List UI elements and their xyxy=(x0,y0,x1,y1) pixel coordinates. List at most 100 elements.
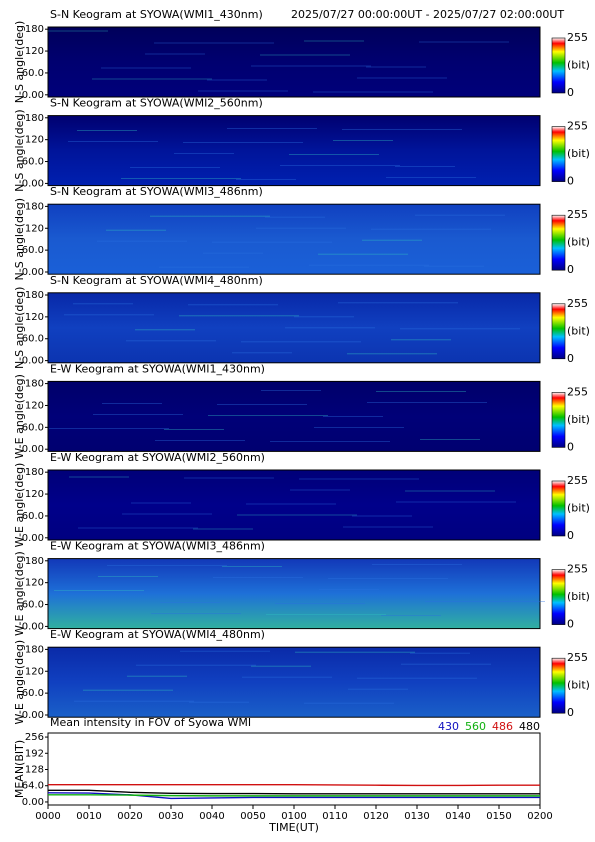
colorbar xyxy=(551,657,566,714)
colorbar-unit: (bit) xyxy=(567,413,590,426)
y-tick-label: 180 xyxy=(25,644,44,655)
y-tick-label: 180 xyxy=(25,201,44,212)
y-tick-label: 60.0 xyxy=(22,157,44,168)
x-axis-label: TIME(UT) xyxy=(268,821,319,834)
colorbar xyxy=(551,303,566,360)
colorbar-unit: (bit) xyxy=(567,590,590,603)
colorbar xyxy=(551,126,566,182)
x-tick-label: 0020 xyxy=(117,811,142,822)
y-axis-label: N-S angle(deg) xyxy=(13,287,26,370)
y-axis-label: N-S angle(deg) xyxy=(13,21,26,104)
colorbar-tick-label: 255 xyxy=(567,563,588,576)
y-axis-label: N-S angle(deg) xyxy=(13,109,26,192)
y-tick-label: 192 xyxy=(25,748,44,759)
colorbar-tick-label: 255 xyxy=(567,208,588,221)
colorbar-unit: (bit) xyxy=(567,502,590,515)
y-tick-label: 60.0 xyxy=(22,688,44,699)
panel-title: S-N Keogram at SYOWA(WMI3_486nm) xyxy=(50,185,263,198)
x-tick-label: 0050 xyxy=(240,811,265,822)
y-tick-label: 120 xyxy=(25,312,44,323)
y-axis-label: W-E angle(deg) xyxy=(13,551,26,636)
legend-entry: 486 xyxy=(492,720,513,733)
colorbar-tick-label: 255 xyxy=(567,385,588,398)
keogram-image xyxy=(47,646,541,718)
y-tick-label: 60.0 xyxy=(22,422,44,433)
x-tick-label: 0010 xyxy=(76,811,101,822)
y-tick-label: 180 xyxy=(25,113,44,124)
y-axis-label: W-E angle(deg) xyxy=(13,640,26,725)
colorbar-unit: (bit) xyxy=(567,236,590,249)
x-tick-label: 0120 xyxy=(363,811,388,822)
y-tick-label: 60.0 xyxy=(22,245,44,256)
colorbar xyxy=(551,392,566,448)
y-tick-label: 120 xyxy=(25,135,44,146)
colorbar-tick-label: 255 xyxy=(567,31,588,44)
y-tick-label: 180 xyxy=(25,467,44,478)
series-line xyxy=(48,789,540,795)
keogram-image xyxy=(47,558,541,630)
y-tick-label: 0.00 xyxy=(22,444,44,455)
y-tick-label: 120 xyxy=(25,400,44,411)
x-tick-label: 0030 xyxy=(158,811,183,822)
colorbar-tick-label: 0 xyxy=(567,86,574,99)
y-tick-label: 0.00 xyxy=(22,356,44,367)
x-tick-label: 0200 xyxy=(527,811,552,822)
keogram-image xyxy=(47,115,541,187)
x-tick-label: 0140 xyxy=(445,811,470,822)
y-tick-label: 60.0 xyxy=(22,600,44,611)
legend-entry: 480 xyxy=(519,720,540,733)
y-tick-label: 60.0 xyxy=(22,511,44,522)
colorbar xyxy=(551,480,566,537)
colorbar-tick-label: 0 xyxy=(567,263,574,276)
colorbar xyxy=(551,569,566,625)
panel-title: E-W Keogram at SYOWA(WMI3_486nm) xyxy=(50,540,265,553)
panel-title: S-N Keogram at SYOWA(WMI2_560nm) xyxy=(50,97,263,110)
keogram-image xyxy=(47,26,541,98)
keogram-image xyxy=(47,380,541,452)
y-tick-label: 128 xyxy=(25,765,44,776)
y-tick-label: 256 xyxy=(25,732,44,743)
y-tick-label: 120 xyxy=(25,578,44,589)
y-axis-label: N-S angle(deg) xyxy=(13,198,26,281)
series-line xyxy=(48,794,540,797)
keogram-image xyxy=(47,203,541,275)
colorbar-unit: (bit) xyxy=(567,679,590,692)
y-tick-label: 0.00 xyxy=(22,533,44,544)
x-tick-label: 0000 xyxy=(35,811,60,822)
y-tick-label: 0.00 xyxy=(22,90,44,101)
colorbar-tick-label: 0 xyxy=(567,440,574,453)
panel-title: S-N Keogram at SYOWA(WMI1_430nm) xyxy=(50,8,263,21)
y-tick-label: 60.0 xyxy=(22,334,44,345)
x-tick-label: 0110 xyxy=(322,811,347,822)
y-tick-label: 180 xyxy=(25,24,44,35)
y-axis-label: W-E angle(deg) xyxy=(13,463,26,548)
legend-entry: 430 xyxy=(438,720,459,733)
colorbar-tick-label: 255 xyxy=(567,474,588,487)
colorbar-tick-label: 255 xyxy=(567,297,588,310)
x-tick-label: 0130 xyxy=(404,811,429,822)
series-line xyxy=(48,784,540,787)
y-axis-label: W-E angle(deg) xyxy=(13,374,26,459)
colorbar-unit: (bit) xyxy=(567,147,590,160)
colorbar-tick-label: 0 xyxy=(567,352,574,365)
y-tick-label: 120 xyxy=(25,223,44,234)
x-tick-label: 0040 xyxy=(199,811,224,822)
keogram-image xyxy=(47,469,541,541)
y-tick-label: 0.00 xyxy=(22,797,44,808)
colorbar-unit: (bit) xyxy=(567,59,590,72)
colorbar-tick-label: 0 xyxy=(567,706,574,719)
y-tick-label: 64.0 xyxy=(22,781,44,792)
x-tick-label: 0150 xyxy=(486,811,511,822)
colorbar-unit: (bit) xyxy=(567,324,590,337)
colorbar xyxy=(551,214,566,271)
colorbar-tick-label: 255 xyxy=(567,120,588,133)
colorbar-tick-label: 255 xyxy=(567,651,588,664)
y-tick-label: 180 xyxy=(25,379,44,390)
y-tick-label: 0.00 xyxy=(22,621,44,632)
y-tick-label: 180 xyxy=(25,290,44,301)
panel-title: E-W Keogram at SYOWA(WMI4_480nm) xyxy=(50,628,265,641)
y-tick-label: 60.0 xyxy=(22,68,44,79)
panel-title: S-N Keogram at SYOWA(WMI4_480nm) xyxy=(50,274,263,287)
y-tick-label: 120 xyxy=(25,489,44,500)
